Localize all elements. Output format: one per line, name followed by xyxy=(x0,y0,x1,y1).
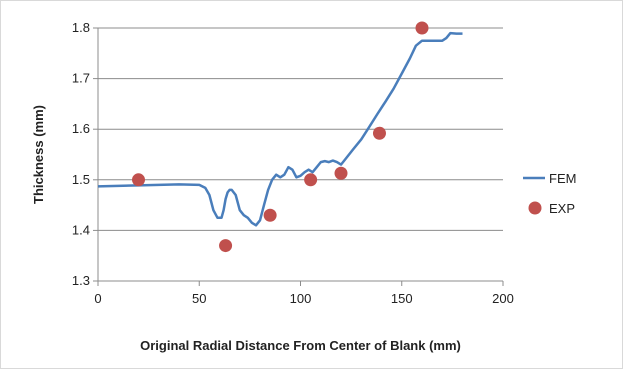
exp-data-point xyxy=(263,208,277,222)
y-tick-label: 1.4 xyxy=(72,222,90,237)
exp-data-point xyxy=(372,126,386,140)
legend-label-exp: EXP xyxy=(549,201,575,216)
y-axis-title: Thickness (mm) xyxy=(31,105,46,204)
y-tick-label: 1.6 xyxy=(72,121,90,136)
legend-label-fem: FEM xyxy=(549,171,576,186)
exp-data-point xyxy=(132,173,145,187)
exp-data-point xyxy=(415,21,429,35)
exp-data-point xyxy=(334,166,348,180)
y-tick-label: 1.8 xyxy=(72,20,90,35)
grid xyxy=(98,27,503,231)
exp-data-point xyxy=(219,239,233,253)
x-tick-label: 0 xyxy=(94,291,101,306)
tick-labels: 1.3 1.4 1.5 1.6 1.7 1.8 0 50 100 150 200 xyxy=(72,20,514,306)
x-tick-label: 150 xyxy=(391,291,413,306)
fem-series-line xyxy=(97,31,463,227)
x-tick-label: 100 xyxy=(290,291,312,306)
exp-data-point xyxy=(304,173,318,187)
x-tick-label: 200 xyxy=(492,291,514,306)
series xyxy=(97,21,463,253)
legend-marker-swatch-exp xyxy=(528,201,542,215)
y-tick-label: 1.3 xyxy=(72,273,90,288)
x-axis-title: Original Radial Distance From Center of … xyxy=(140,338,461,353)
axes xyxy=(93,27,504,286)
legend: FEM EXP xyxy=(523,171,576,216)
x-tick-label: 50 xyxy=(192,291,206,306)
y-tick-label: 1.7 xyxy=(72,71,90,86)
y-tick-label: 1.5 xyxy=(72,172,90,187)
